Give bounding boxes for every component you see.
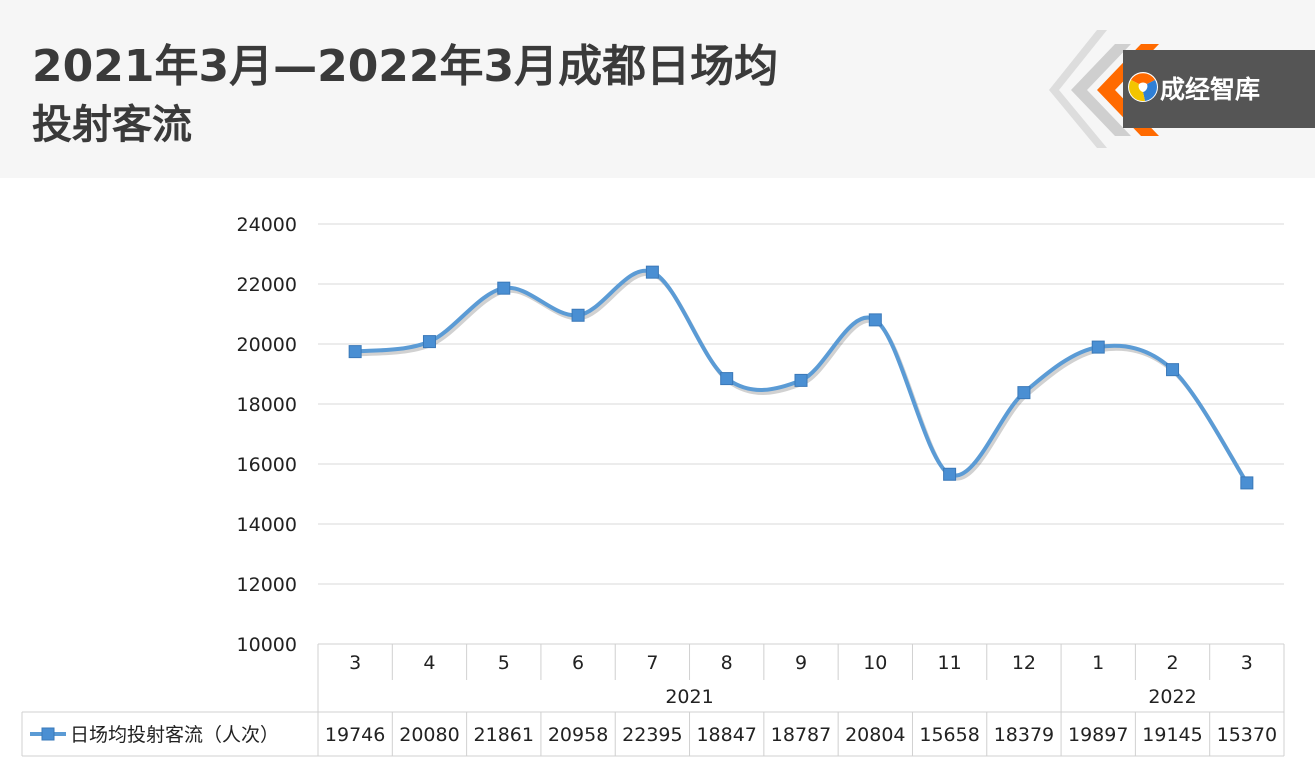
x-category-label: 7 bbox=[646, 652, 658, 674]
data-value-label: 18379 bbox=[994, 724, 1054, 746]
x-year-label: 2021 bbox=[665, 686, 713, 708]
y-tick-label: 18000 bbox=[237, 394, 297, 416]
swirl-logo-icon bbox=[1128, 72, 1158, 102]
data-point-marker bbox=[422, 335, 436, 349]
data-point-marker bbox=[1091, 340, 1105, 354]
y-tick-label: 16000 bbox=[237, 454, 297, 476]
data-value-label: 20080 bbox=[399, 724, 459, 746]
y-tick-label: 10000 bbox=[237, 634, 297, 656]
y-tick-label: 20000 bbox=[237, 334, 297, 356]
x-category-label: 10 bbox=[863, 652, 887, 674]
data-value-label: 22395 bbox=[622, 724, 682, 746]
data-point-marker bbox=[720, 372, 734, 386]
x-category-label: 4 bbox=[423, 652, 435, 674]
brand-logo bbox=[1049, 30, 1315, 148]
legend-marker-key bbox=[41, 727, 55, 741]
data-point-marker bbox=[348, 345, 362, 359]
title-line-2: 投射客流 bbox=[32, 102, 192, 148]
data-value-label: 19897 bbox=[1068, 724, 1128, 746]
data-value-label: 19145 bbox=[1142, 724, 1202, 746]
x-category-label: 3 bbox=[1241, 652, 1253, 674]
data-value-label: 20804 bbox=[845, 724, 905, 746]
x-category-label: 8 bbox=[721, 652, 733, 674]
data-point-marker bbox=[1240, 476, 1254, 490]
logo-text: 成经智库 bbox=[1160, 75, 1261, 104]
data-value-label: 18787 bbox=[771, 724, 831, 746]
x-category-label: 5 bbox=[498, 652, 510, 674]
y-tick-label: 12000 bbox=[237, 574, 297, 596]
data-value-label: 20958 bbox=[548, 724, 608, 746]
data-point-marker bbox=[794, 373, 808, 387]
data-point-marker bbox=[497, 281, 511, 295]
data-value-label: 19746 bbox=[325, 724, 385, 746]
x-category-label: 6 bbox=[572, 652, 584, 674]
x-category-label: 9 bbox=[795, 652, 807, 674]
x-category-label: 3 bbox=[349, 652, 361, 674]
line-chart: 24000 22000 20000 18000 16000 14000 12000 10000… bbox=[21, 214, 1285, 757]
x-category-label: 12 bbox=[1012, 652, 1036, 674]
data-point-marker bbox=[943, 467, 957, 481]
chart-title: 2021年3月—2022年3月成都日场均 投射客流 bbox=[32, 38, 778, 154]
x-category-label: 11 bbox=[938, 652, 962, 674]
data-point-marker bbox=[868, 313, 882, 327]
data-point-marker bbox=[1166, 363, 1180, 377]
y-tick-label: 14000 bbox=[237, 514, 297, 536]
x-year-label: 2022 bbox=[1148, 686, 1196, 708]
chart-area: 24000 22000 20000 18000 16000 14000 12000 10000… bbox=[0, 178, 1315, 781]
data-point-marker bbox=[1017, 386, 1031, 400]
x-category-label: 2 bbox=[1166, 652, 1178, 674]
data-point-marker bbox=[571, 308, 585, 322]
y-tick-label: 22000 bbox=[237, 274, 297, 296]
data-value-label: 21861 bbox=[474, 724, 534, 746]
x-category-label: 1 bbox=[1092, 652, 1104, 674]
y-tick-label: 24000 bbox=[237, 214, 297, 236]
data-point-marker bbox=[645, 265, 659, 279]
legend-label: 日场均投射客流（人次） bbox=[70, 724, 279, 746]
title-line-1: 2021年3月—2022年3月成都日场均 bbox=[32, 41, 779, 92]
data-value-label: 15370 bbox=[1217, 724, 1277, 746]
data-value-label: 18847 bbox=[696, 724, 756, 746]
data-value-label: 15658 bbox=[919, 724, 979, 746]
